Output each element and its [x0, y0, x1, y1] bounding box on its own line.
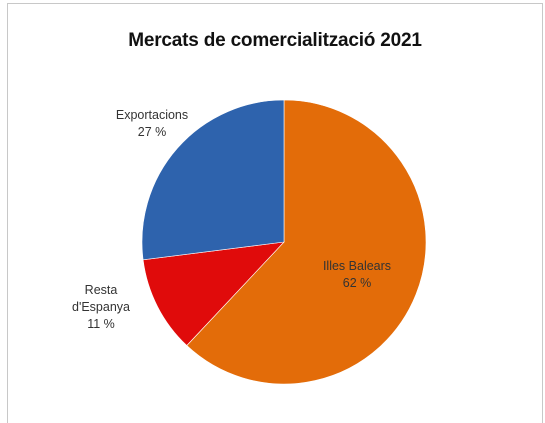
pie-slice-illes-balears	[186, 99, 427, 385]
pie-slice-exportacions	[141, 99, 285, 261]
slice-label-resta-d-espanya: Resta d'Espanya 11 %	[72, 283, 130, 331]
pie-slice-resta-d-espanya	[142, 241, 285, 346]
chart-title: Mercats de comercialització 2021	[128, 30, 422, 51]
slice-label-exportacions: Exportacions 27 %	[116, 108, 188, 139]
slice-label-illes-balears: Illes Balears 62 %	[323, 259, 391, 290]
